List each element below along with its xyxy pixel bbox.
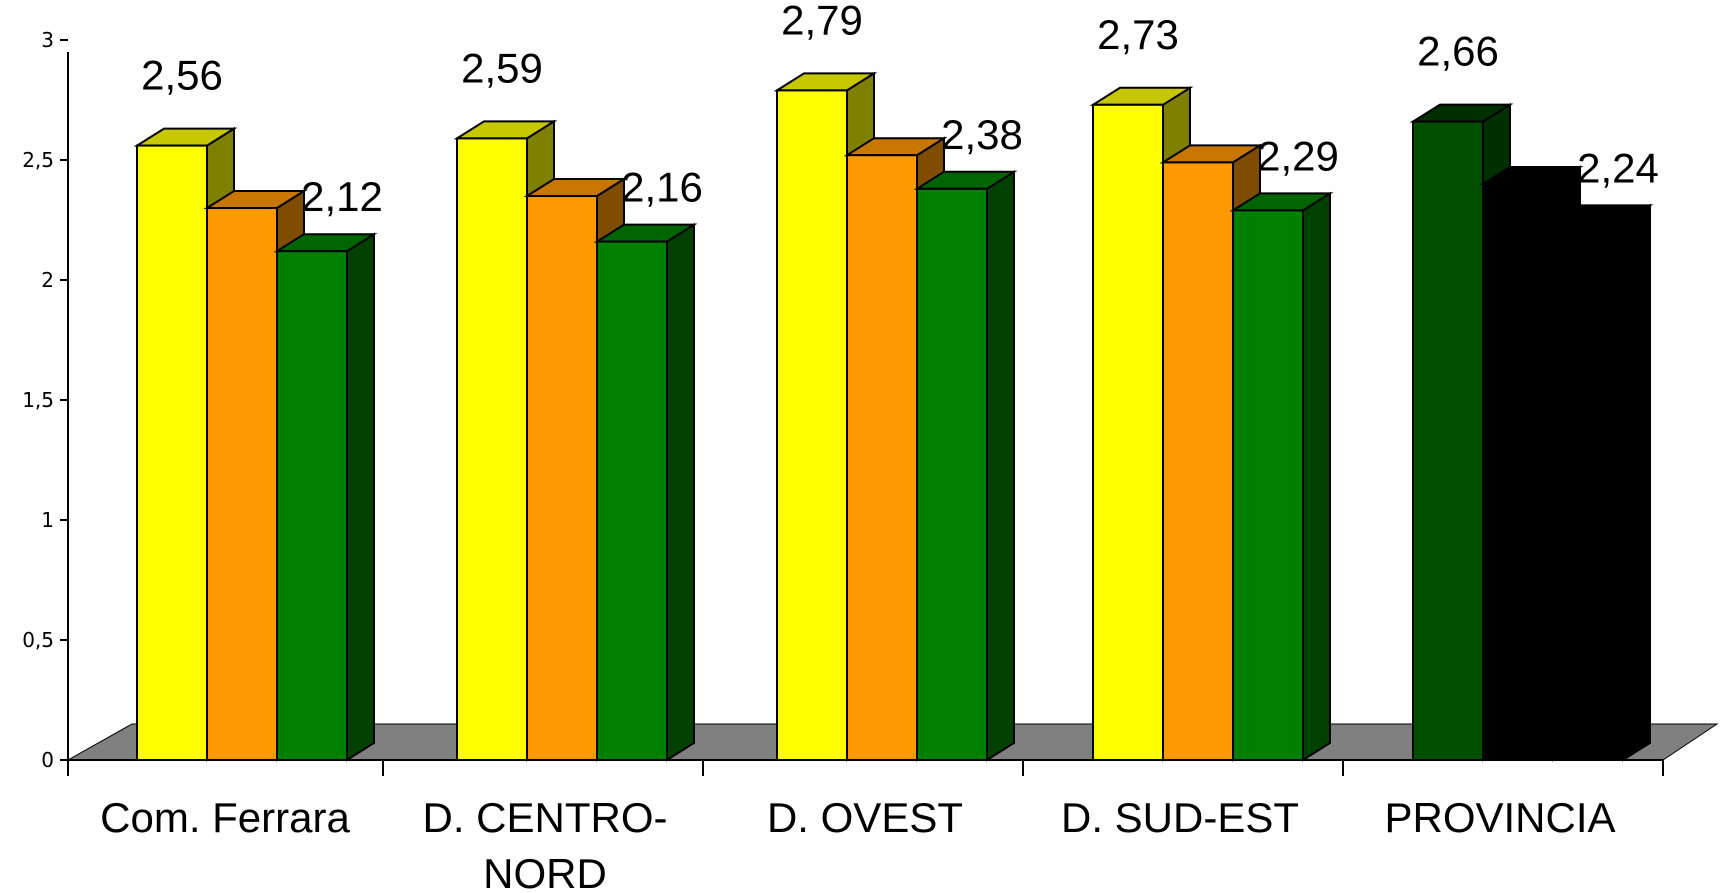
data-label: 2,24 (1577, 144, 1659, 191)
y-tick-label: 2 (41, 268, 54, 292)
y-tick-label: 1 (41, 508, 54, 532)
data-label: 2,12 (301, 173, 383, 220)
data-label: 2,73 (1097, 11, 1179, 58)
labels-layer: 2,56 2,59 2,79 2,73 2,66 2,12 2,16 2,38 2,29 2,24… (100, 0, 1659, 893)
bars-layer (133, 71, 1654, 762)
x-category-label: Com. Ferrara (100, 794, 350, 841)
bar-1-series-2 (593, 222, 698, 762)
data-label: 2,38 (941, 111, 1023, 158)
y-tick-label: 0 (41, 748, 54, 772)
data-label: 2,16 (621, 164, 703, 211)
bar-4-series-2 (1549, 203, 1654, 762)
data-label: 2,66 (1417, 28, 1499, 75)
data-label: 2,59 (461, 44, 543, 91)
bar-2-series-2 (913, 169, 1018, 762)
bar-0-series-2 (273, 232, 378, 762)
bar-3-series-2 (1229, 191, 1334, 762)
y-tick-label: 3 (41, 28, 54, 52)
x-category-label: D. OVEST (767, 794, 963, 841)
data-label: 2,29 (1257, 132, 1339, 179)
x-category-label: D. CENTRO- (423, 794, 668, 841)
x-category-label: NORD (483, 850, 607, 893)
y-tick-label: 2,5 (22, 148, 54, 172)
y-tick-label: 1,5 (22, 388, 54, 412)
y-tick-label: 0,5 (22, 628, 54, 652)
x-category-label: D. SUD-EST (1061, 794, 1299, 841)
data-label: 2,79 (781, 0, 863, 43)
data-label: 2,56 (141, 52, 223, 99)
x-category-label: PROVINCIA (1384, 794, 1615, 841)
